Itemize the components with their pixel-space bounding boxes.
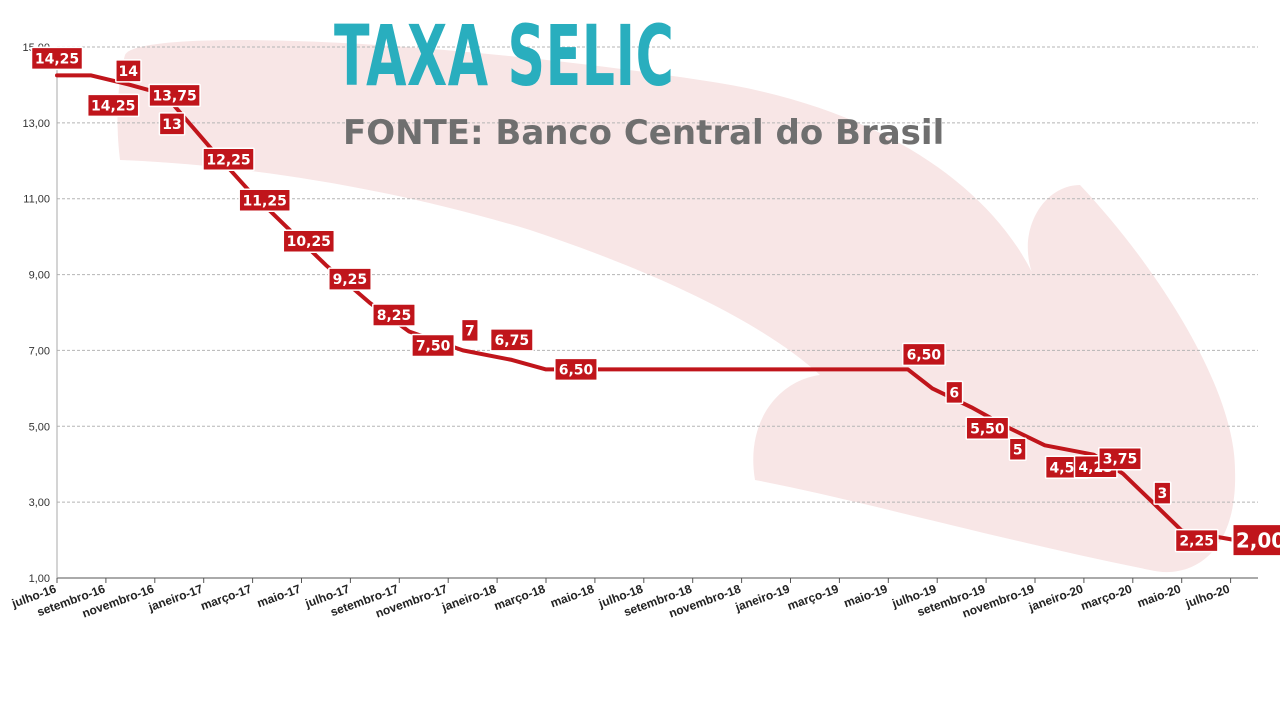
data-label-box bbox=[30, 46, 84, 71]
data-label: 5,50 bbox=[965, 416, 1010, 441]
data-label: 2,00 bbox=[1231, 523, 1280, 558]
data-label: 11,25 bbox=[238, 188, 291, 212]
data-label-text: 7 bbox=[465, 324, 475, 340]
data-label: 6,50 bbox=[554, 357, 598, 382]
data-label: 7 bbox=[460, 318, 479, 343]
x-tick-label: março-18 bbox=[492, 582, 547, 614]
data-label-text: 12,25 bbox=[206, 152, 250, 168]
gridlines bbox=[57, 46, 1258, 503]
data-label-text: 10,25 bbox=[287, 234, 331, 250]
data-labels: 14,25 14,25 14 13,75 13 12,25 11,25 10,25 9,25 8,… bbox=[30, 46, 1280, 558]
data-label-box bbox=[238, 188, 291, 212]
y-tick-label: 1,00 bbox=[29, 573, 50, 585]
data-label-text: 11,25 bbox=[243, 193, 287, 209]
data-label-box bbox=[965, 416, 1010, 441]
data-label: 7,50 bbox=[411, 333, 456, 358]
x-tick-label: março-19 bbox=[785, 582, 840, 614]
data-label: 3 bbox=[1153, 481, 1172, 505]
data-label-text: 3,75 bbox=[1103, 452, 1138, 468]
data-label-text: 14,25 bbox=[35, 52, 79, 68]
x-tick-label: janeiro-19 bbox=[733, 582, 792, 615]
data-label-box bbox=[489, 328, 534, 352]
data-label-text: 6,50 bbox=[907, 347, 942, 363]
x-tick-label: maio-20 bbox=[1135, 582, 1183, 611]
data-label-box bbox=[945, 380, 964, 405]
data-label-text: 3 bbox=[1158, 486, 1168, 502]
y-tick-label: 11,00 bbox=[23, 194, 50, 206]
data-label-text: 13 bbox=[162, 117, 181, 133]
page-subtitle: FONTE: Banco Central do Brasil bbox=[343, 113, 945, 153]
data-label: 3,75 bbox=[1098, 446, 1142, 471]
data-label: 14,25 bbox=[30, 46, 84, 71]
data-label-box bbox=[282, 229, 336, 253]
data-label-box bbox=[554, 357, 598, 382]
data-label: 6,75 bbox=[489, 328, 534, 352]
data-label-text: 6,50 bbox=[559, 362, 594, 378]
y-tick-label: 13,00 bbox=[22, 118, 50, 130]
data-label-box bbox=[328, 267, 372, 291]
data-label-box bbox=[1008, 437, 1027, 462]
data-label-box bbox=[372, 303, 416, 327]
data-label-text: 7,50 bbox=[416, 339, 451, 355]
data-label-box bbox=[148, 83, 201, 108]
data-label-box bbox=[901, 342, 946, 367]
y-tick-label: 9,00 bbox=[29, 270, 50, 282]
x-tick-label: março-20 bbox=[1079, 582, 1134, 614]
data-label-box bbox=[1153, 481, 1172, 505]
data-label-text: 5 bbox=[1013, 442, 1023, 458]
data-label: 9,25 bbox=[328, 267, 372, 291]
data-label: 5 bbox=[1008, 437, 1027, 462]
data-label: 14 bbox=[115, 59, 142, 83]
data-label-box bbox=[460, 318, 479, 343]
data-label: 2,25 bbox=[1174, 528, 1219, 553]
y-tick-label: 5,00 bbox=[29, 421, 50, 433]
data-label-box bbox=[411, 333, 456, 358]
data-label: 8,25 bbox=[372, 303, 416, 327]
x-tick-label: janeiro-20 bbox=[1026, 582, 1085, 615]
data-label: 10,25 bbox=[282, 229, 336, 253]
data-label-box bbox=[158, 112, 186, 136]
decorative-arrow bbox=[117, 40, 1236, 573]
x-tick-label: maio-17 bbox=[255, 582, 303, 611]
data-label-text: 9,25 bbox=[333, 272, 368, 288]
data-label-text: 8,25 bbox=[377, 308, 412, 324]
data-label-text: 6 bbox=[949, 385, 959, 401]
data-label-text: 13,75 bbox=[152, 89, 196, 105]
x-tick-label: julho-20 bbox=[1183, 582, 1232, 611]
data-label-box bbox=[86, 93, 140, 118]
x-tick-label: maio-19 bbox=[842, 582, 890, 611]
data-label: 14,25 bbox=[86, 93, 140, 118]
data-label: 13 bbox=[158, 112, 186, 136]
data-label: 6 bbox=[945, 380, 964, 405]
data-label-box bbox=[115, 59, 142, 83]
data-label-box bbox=[1174, 528, 1219, 553]
data-label-box bbox=[202, 147, 255, 172]
data-label: 13,75 bbox=[148, 83, 201, 108]
x-tick-label: maio-18 bbox=[549, 582, 597, 611]
data-label-text: 2,25 bbox=[1179, 534, 1214, 550]
data-label: 12,25 bbox=[202, 147, 255, 172]
page-title: TAXA SELIC bbox=[334, 7, 675, 105]
data-label-text: 5,50 bbox=[970, 421, 1005, 437]
y-tick-label: 3,00 bbox=[29, 497, 50, 509]
data-label-text: 14,25 bbox=[91, 99, 135, 115]
data-label-box bbox=[1098, 446, 1142, 471]
x-tick-label: janeiro-18 bbox=[439, 582, 498, 615]
y-tick-label: 7,00 bbox=[29, 345, 50, 357]
data-label: 6,50 bbox=[901, 342, 946, 367]
data-label-text: 2,00 bbox=[1236, 528, 1280, 552]
x-tick-label: março-17 bbox=[199, 582, 254, 614]
data-label-text: 6,75 bbox=[495, 333, 530, 349]
data-label-text: 14 bbox=[119, 64, 139, 80]
data-label-box bbox=[1231, 523, 1280, 558]
x-tick-label: janeiro-17 bbox=[146, 582, 205, 615]
